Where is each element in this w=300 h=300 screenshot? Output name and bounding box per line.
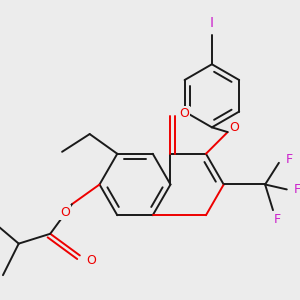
Text: O: O bbox=[60, 206, 70, 219]
Text: O: O bbox=[179, 107, 189, 120]
Text: F: F bbox=[273, 214, 280, 226]
Text: O: O bbox=[230, 121, 239, 134]
Text: F: F bbox=[294, 183, 300, 196]
Text: F: F bbox=[286, 153, 293, 167]
Text: I: I bbox=[210, 16, 214, 30]
Text: O: O bbox=[87, 254, 97, 267]
